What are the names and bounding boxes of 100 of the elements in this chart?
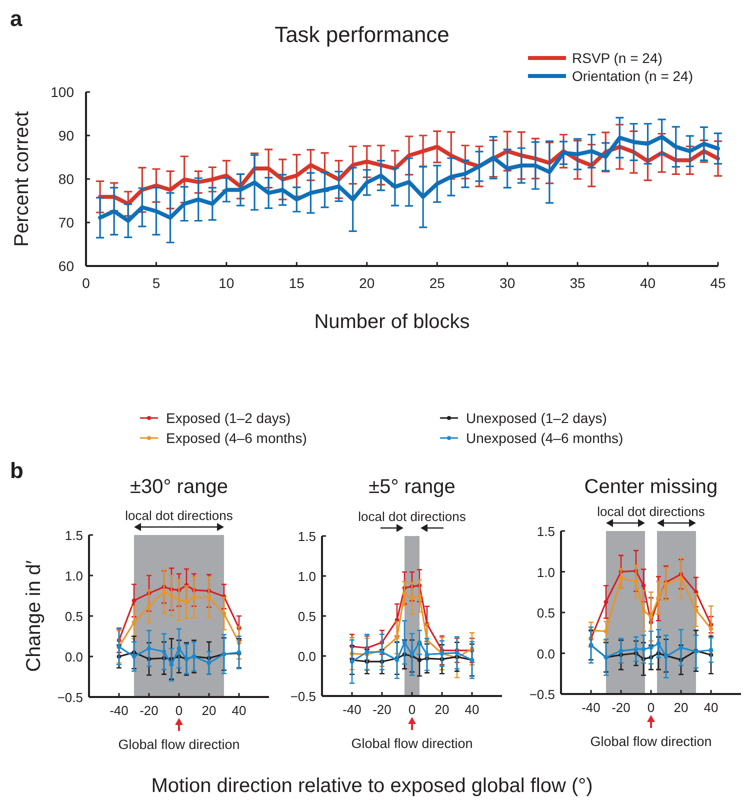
text: Global flow direction [118,737,240,752]
y-tick-label: 60 [58,258,74,274]
y-tick-label: 1.0 [298,569,316,584]
point [410,596,414,601]
point [146,604,152,608]
legend-label: Exposed (1–2 days) [166,410,291,426]
x-tick-label: 10 [218,275,234,291]
x-tick-label: 20 [674,700,688,715]
point [641,608,646,614]
band-label: local dot directions [597,504,706,519]
text: Global flow direction [590,734,712,749]
x-tick-label: 0 [82,275,90,291]
x-tick-label: -40 [110,703,128,718]
point [206,660,212,666]
x-tick-label: 20 [434,702,450,717]
band-label: local dot directions [358,509,466,524]
point [222,611,226,616]
x-tick-label: 40 [464,702,480,717]
text: a [10,6,23,31]
y-tick-label: 70 [58,214,74,230]
text: Global flow direction [351,736,473,751]
point [694,608,698,612]
y-tick-label: −0.5 [57,690,83,705]
y-tick-label: 0.5 [536,606,555,620]
point [648,614,654,619]
legend-label: Orientation (n = 24) [572,68,694,84]
point [641,583,646,588]
point [394,635,400,640]
x-tick-label: 45 [710,275,726,291]
x-tick-label: 20 [202,703,216,718]
y-tick-label: 0.5 [64,609,83,624]
x-tick-label: 40 [704,700,718,715]
point [656,641,661,646]
y-tick-label: −0.5 [529,687,555,702]
y-tick-label: 0.5 [298,609,316,624]
x-tick-label: 0 [408,702,416,717]
x-tick-label: -20 [372,702,392,717]
x-tick-label: 40 [232,703,246,718]
x-tick-label: 20 [359,275,375,291]
x-tick-label: 25 [429,275,446,291]
point [162,649,166,654]
point [604,629,608,634]
point [708,626,714,631]
x-tick-label: -20 [612,700,630,715]
point [132,620,136,625]
x-tick-label: 40 [640,275,656,291]
legend-label: Unexposed (4–6 months) [466,430,624,446]
point [634,646,638,652]
y-tick-label: 1.5 [64,528,83,543]
legend-label: RSVP (n = 24) [572,50,662,66]
band-label: local dot directions [125,508,234,523]
point [184,600,189,604]
chart-title: ±30° range [130,476,228,498]
point [648,645,654,650]
y-tick-label: 100 [50,84,74,100]
point [417,594,422,598]
point [604,600,608,604]
chart-title: Task performance [274,22,450,47]
chart-title: ±5° range [368,476,456,498]
point [176,598,182,602]
point [364,650,370,654]
point [641,646,646,652]
point [417,658,422,662]
point [618,648,624,654]
x-tick-label: -40 [342,702,362,717]
x-tick-label: 15 [288,275,305,291]
y-axis-title: Percent correct [11,110,33,247]
x-axis-title: Number of blocks [314,311,470,333]
y-tick-label: 0.0 [536,646,555,662]
point [169,594,174,598]
y-tick-label: 1.5 [298,529,316,544]
y-tick-label: 1.5 [536,524,555,539]
legend-label: Unexposed (1–2 days) [466,410,607,426]
x-tick-label: -20 [140,703,158,718]
point [402,591,407,596]
x-tick-label: 0 [647,700,655,715]
y-tick-label: −0.5 [290,689,316,704]
point [424,652,430,657]
legend-label: Exposed (4–6 months) [166,430,307,446]
point [132,654,136,659]
x-axis-title: Motion direction relative to exposed global flow (°) [151,775,593,797]
point [162,590,166,594]
point [192,595,196,600]
point [206,595,212,600]
y-tick-label: 1.0 [536,564,555,580]
y-tick-label: 0.0 [64,650,83,664]
point [634,579,638,584]
x-tick-label: 0 [175,703,183,718]
y-tick-label: 0.0 [298,649,316,664]
x-tick-label: -40 [582,700,600,715]
y-tick-label: 1.0 [64,568,83,584]
point [618,576,624,580]
y-tick-label: 90 [58,128,74,144]
point [708,648,714,652]
x-tick-label: 30 [500,275,516,291]
point [678,645,684,650]
point [678,576,684,580]
point [132,598,136,603]
y-tick-label: 80 [58,171,74,187]
x-tick-label: 35 [570,275,586,291]
